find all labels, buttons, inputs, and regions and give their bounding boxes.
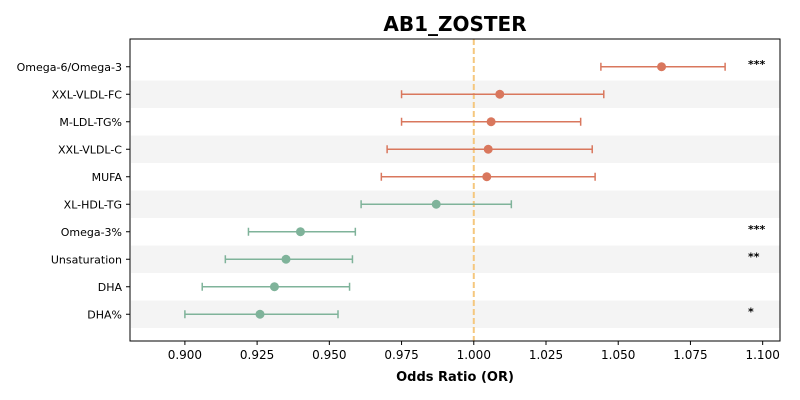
x-tick-label: 1.075	[673, 348, 707, 362]
or-point	[486, 117, 496, 127]
significance-label: **	[748, 250, 760, 263]
or-point	[483, 144, 493, 154]
forest-row	[400, 89, 605, 99]
or-point	[495, 89, 505, 99]
y-tick-label: XL-HDL-TG	[64, 198, 122, 211]
x-tick-label: 1.000	[457, 348, 491, 362]
y-tick-label: MUFA	[92, 171, 123, 184]
x-axis-label: Odds Ratio (OR)	[396, 370, 514, 385]
forest-row: ***	[600, 58, 766, 72]
y-tick-label: Omega-6/Omega-3	[17, 61, 122, 74]
forest-row: *	[184, 305, 754, 319]
data-marks: *********	[184, 58, 766, 319]
x-tick-label: 1.100	[745, 348, 779, 362]
x-tick-label: 1.050	[601, 348, 635, 362]
y-tick-label: DHA	[98, 281, 123, 294]
chart-title: AB1_ZOSTER	[383, 12, 526, 36]
forest-row	[380, 172, 596, 182]
y-tick-label: XXL-VLDL-FC	[52, 88, 123, 101]
forest-row: **	[224, 250, 760, 264]
or-point	[295, 227, 305, 237]
forest-row: ***	[247, 223, 766, 237]
significance-label: *	[748, 305, 754, 318]
y-axis: Omega-6/Omega-3 XXL-VLDL-FC M-LDL-TG% XXL-V…	[17, 61, 130, 321]
y-tick-label: Unsaturation	[51, 253, 122, 266]
or-point	[269, 282, 279, 292]
y-tick-label: DHA%	[87, 308, 122, 321]
x-tick-label: 0.900	[168, 348, 202, 362]
forest-row	[400, 117, 582, 127]
y-tick-label: XXL-VLDL-C	[58, 143, 122, 156]
significance-label: ***	[748, 223, 766, 236]
significance-label: ***	[748, 58, 766, 71]
x-tick-label: 0.975	[384, 348, 418, 362]
forest-row	[386, 144, 593, 154]
forest-row	[360, 199, 513, 209]
or-point	[431, 199, 441, 209]
or-point	[482, 172, 492, 182]
x-axis: 0.900 0.925 0.950 0.975 1.000 1.025 1.050 1.075…	[168, 341, 780, 362]
y-tick-label: M-LDL-TG%	[59, 116, 122, 129]
x-tick-label: 0.925	[240, 348, 274, 362]
x-tick-label: 1.025	[529, 348, 563, 362]
or-point	[255, 309, 265, 319]
axes-frame	[129, 38, 781, 342]
forest-row	[201, 282, 351, 292]
x-tick-label: 0.950	[312, 348, 346, 362]
or-point	[657, 62, 667, 72]
y-tick-label: Omega-3%	[61, 226, 122, 239]
or-point	[281, 254, 291, 264]
